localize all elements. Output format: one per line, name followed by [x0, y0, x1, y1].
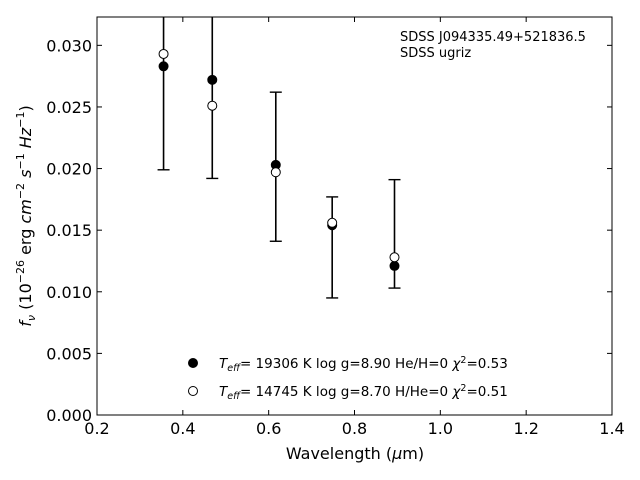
data-markers: [158, 48, 400, 271]
y-tick-label: 0.025: [46, 98, 92, 117]
axis-ticks: 0.2 0.4 0.6 0.8 1.0 1.2 1.4 0.000 0.005 0.010 0.01…: [46, 17, 625, 438]
legend-label-da-model: Teff= 19306 K log g=8.90 He/H=0 χ2=0.53: [219, 355, 508, 374]
data-point-open: [207, 100, 218, 111]
data-point-filled: [158, 61, 169, 72]
data-point-open: [389, 252, 400, 263]
x-tick-label: 0.6: [256, 419, 281, 438]
x-tick-label: 0.8: [342, 419, 367, 438]
y-tick-label: 0.030: [46, 36, 92, 55]
annotation-object-name: SDSS J094335.49+521836.5: [400, 30, 586, 45]
x-axis-label: Wavelength (μm): [286, 444, 424, 463]
y-tick-label: 0.015: [46, 221, 92, 240]
annotation-filter-set: SDSS ugriz: [400, 46, 471, 61]
y-axis-label: fν (10−26 erg cm−2 s−1 Hz−1): [14, 105, 38, 326]
x-tick-label: 1.0: [428, 419, 453, 438]
x-tick-label: 1.2: [513, 419, 538, 438]
x-tick-label: 0.4: [170, 419, 195, 438]
y-tick-label: 0.000: [46, 406, 92, 425]
data-point-open: [270, 167, 281, 178]
y-tick-label: 0.010: [46, 283, 92, 302]
error-bars: [157, 17, 401, 299]
y-tick-label: 0.020: [46, 160, 92, 179]
legend-label-db-model: Teff= 14745 K log g=8.70 H/He=0 χ2=0.51: [219, 383, 508, 402]
data-point-open: [327, 217, 338, 228]
data-point-open: [158, 48, 169, 59]
data-point-filled: [389, 260, 400, 271]
legend: Teff= 19306 K log g=8.90 He/H=0 χ2=0.53 …: [188, 355, 508, 402]
x-tick-label: 1.4: [599, 419, 624, 438]
legend-marker-filled: [188, 358, 198, 368]
data-point-filled: [207, 74, 218, 85]
x-tick-label: 0.2: [84, 419, 109, 438]
legend-marker-open: [188, 386, 198, 396]
y-tick-label: 0.005: [46, 344, 92, 363]
